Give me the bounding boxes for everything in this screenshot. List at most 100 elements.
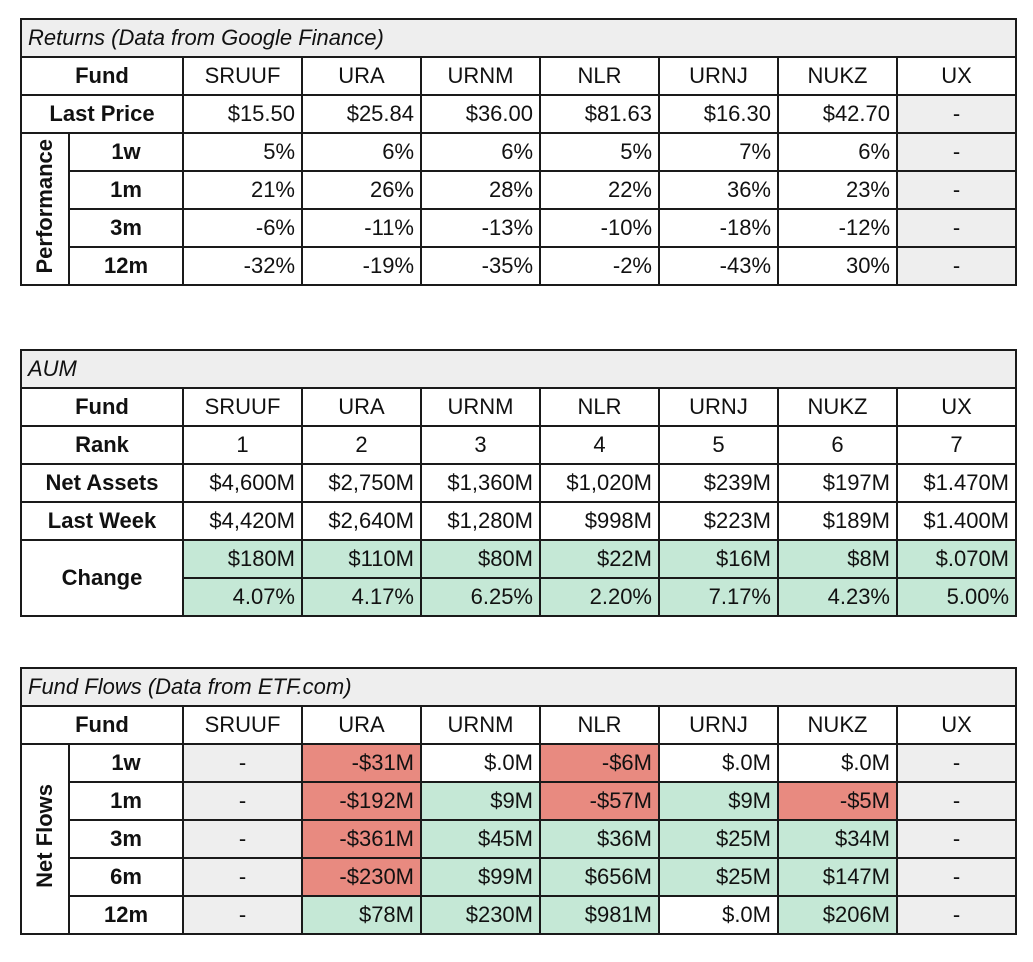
performance-cell: -10% <box>539 208 660 248</box>
performance-cell: -11% <box>301 208 422 248</box>
performance-row: 3m -6% -11% -13% -10% -18% -12% - <box>21 208 1018 248</box>
performance-cell: -19% <box>301 246 422 286</box>
net-assets-cell: $1,020M <box>539 463 660 503</box>
change-pct-row: 4.07% 4.17% 6.25% 2.20% 7.17% 4.23% 5.00… <box>21 577 1018 617</box>
rank-cell: 5 <box>658 425 779 465</box>
fund-header: NUKZ <box>777 705 898 745</box>
change-abs-cell: $80M <box>420 539 541 579</box>
last-price-label: Last Price <box>20 94 184 134</box>
performance-cell: -6% <box>182 208 303 248</box>
last-price-cell: $16.30 <box>658 94 779 134</box>
performance-cell: -18% <box>658 208 779 248</box>
aum-title: AUM <box>19 349 1018 389</box>
last-week-cell: $998M <box>539 501 660 541</box>
performance-cell: 23% <box>777 170 898 210</box>
rank-cell: 7 <box>895 425 1018 465</box>
flow-cell: - <box>895 895 1018 935</box>
change-pct-cell: 5.00% <box>895 577 1018 617</box>
returns-fund-row: Fund SRUUF URA URNM NLR URNJ NUKZ UX <box>20 56 1018 96</box>
last-week-cell: $2,640M <box>301 501 422 541</box>
fund-header: URNJ <box>658 705 779 745</box>
change-abs-cell: $.070M <box>895 539 1018 579</box>
flow-cell: $981M <box>539 895 660 935</box>
rank-cell: 4 <box>539 425 660 465</box>
last-price-row: Last Price $15.50 $25.84 $36.00 $81.63 $… <box>20 94 1018 134</box>
returns-table: Returns (Data from Google Finance) Fund … <box>19 18 1018 286</box>
change-abs-cell: $180M <box>182 539 303 579</box>
performance-cell: - <box>895 132 1018 172</box>
fund-header: URA <box>301 56 422 96</box>
aum-table: AUM Fund SRUUF URA URNM NLR URNJ NUKZ UX… <box>19 349 1018 617</box>
performance-row: 12m -32% -19% -35% -2% -43% 30% - <box>21 246 1018 286</box>
fund-header: URNM <box>420 56 541 96</box>
flow-cell: $.0M <box>658 743 779 783</box>
performance-cell: - <box>895 170 1018 210</box>
net-flows-row: 1m - -$192M $9M -$57M $9M -$5M - <box>21 781 1018 821</box>
last-price-cell: $15.50 <box>182 94 303 134</box>
performance-cell: 21% <box>182 170 303 210</box>
flow-cell: $78M <box>301 895 422 935</box>
change-pct-cell: 4.17% <box>301 577 422 617</box>
performance-cell: 26% <box>301 170 422 210</box>
fund-header: SRUUF <box>182 387 303 427</box>
performance-cell: -43% <box>658 246 779 286</box>
performance-cell: 36% <box>658 170 779 210</box>
flow-cell: - <box>182 857 303 897</box>
net-flows-row: 12m - $78M $230M $981M $.0M $206M - <box>21 895 1018 935</box>
flow-cell: - <box>182 743 303 783</box>
change-pct-cell: 6.25% <box>420 577 541 617</box>
net-assets-cell: $4,600M <box>182 463 303 503</box>
change-pct-cell: 4.23% <box>777 577 898 617</box>
fund-header: SRUUF <box>182 56 303 96</box>
flow-cell: $99M <box>420 857 541 897</box>
fund-header: SRUUF <box>182 705 303 745</box>
fund-header: NLR <box>539 705 660 745</box>
period-label: 1m <box>68 781 184 821</box>
net-assets-label: Net Assets <box>20 463 184 503</box>
fund-header: UX <box>895 705 1018 745</box>
performance-cell: -35% <box>420 246 541 286</box>
fund-header: NUKZ <box>777 387 898 427</box>
flow-cell: -$31M <box>301 743 422 783</box>
flow-cell: -$57M <box>539 781 660 821</box>
performance-cell: -13% <box>420 208 541 248</box>
net-assets-cell: $239M <box>658 463 779 503</box>
performance-cell: 5% <box>182 132 303 172</box>
net-assets-cell: $1,360M <box>420 463 541 503</box>
rank-cell: 1 <box>182 425 303 465</box>
performance-cell: 6% <box>420 132 541 172</box>
net-assets-row: Net Assets $4,600M $2,750M $1,360M $1,02… <box>20 463 1018 503</box>
fund-header: URNJ <box>658 56 779 96</box>
flow-cell: $230M <box>420 895 541 935</box>
period-label: 3m <box>68 819 184 859</box>
last-price-cell: $25.84 <box>301 94 422 134</box>
fund-flows-table: Fund Flows (Data from ETF.com) Fund SRUU… <box>19 667 1018 935</box>
period-label: 3m <box>68 208 184 248</box>
last-week-label: Last Week <box>20 501 184 541</box>
performance-cell: -12% <box>777 208 898 248</box>
change-pct-cell: 4.07% <box>182 577 303 617</box>
performance-cell: 28% <box>420 170 541 210</box>
flow-cell: -$5M <box>777 781 898 821</box>
performance-cell: 22% <box>539 170 660 210</box>
period-label: 12m <box>68 895 184 935</box>
period-label: 1w <box>68 743 184 783</box>
change-pct-cell: 2.20% <box>539 577 660 617</box>
flow-cell: - <box>182 895 303 935</box>
flow-cell: $.0M <box>658 895 779 935</box>
flow-cell: -$192M <box>301 781 422 821</box>
last-price-cell: $81.63 <box>539 94 660 134</box>
flow-cell: - <box>895 743 1018 783</box>
flow-cell: $9M <box>658 781 779 821</box>
performance-cell: 30% <box>777 246 898 286</box>
last-price-cell: $36.00 <box>420 94 541 134</box>
last-week-cell: $189M <box>777 501 898 541</box>
flow-cell: $.0M <box>420 743 541 783</box>
performance-row: 1m 21% 26% 28% 22% 36% 23% - <box>21 170 1018 210</box>
net-flows-row: Net Flows 1w - -$31M $.0M -$6M $.0M $.0M… <box>20 743 1018 935</box>
net-flows-row: 3m - -$361M $45M $36M $25M $34M - <box>21 819 1018 859</box>
net-assets-cell: $197M <box>777 463 898 503</box>
rank-cell: 6 <box>777 425 898 465</box>
flow-cell: $45M <box>420 819 541 859</box>
fund-header: URA <box>301 387 422 427</box>
